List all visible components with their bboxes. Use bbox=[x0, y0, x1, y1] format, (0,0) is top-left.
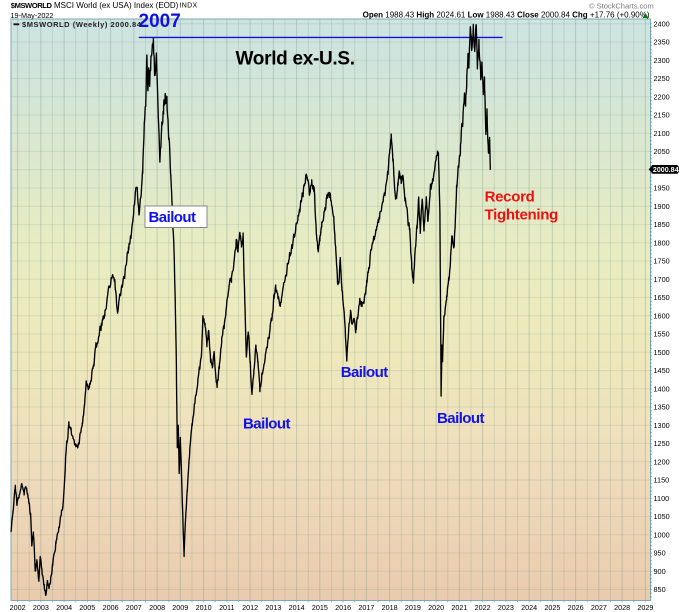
svg-text:1700: 1700 bbox=[654, 275, 670, 284]
svg-text:2004: 2004 bbox=[56, 603, 72, 612]
svg-text:2009: 2009 bbox=[172, 603, 188, 612]
svg-text:1250: 1250 bbox=[654, 439, 670, 448]
svg-text:1550: 1550 bbox=[654, 330, 670, 339]
svg-text:World ex-U.S.: World ex-U.S. bbox=[236, 48, 355, 69]
svg-text:2010: 2010 bbox=[196, 603, 212, 612]
svg-text:1750: 1750 bbox=[654, 257, 670, 266]
svg-text:2007: 2007 bbox=[126, 603, 142, 612]
svg-text:1600: 1600 bbox=[654, 311, 670, 320]
svg-text:2017: 2017 bbox=[358, 603, 374, 612]
svg-text:2026: 2026 bbox=[568, 603, 584, 612]
svg-text:2027: 2027 bbox=[591, 603, 607, 612]
svg-text:2011: 2011 bbox=[219, 603, 234, 612]
svg-text:2400: 2400 bbox=[654, 19, 670, 28]
svg-text:2003: 2003 bbox=[33, 603, 49, 612]
svg-text:1800: 1800 bbox=[654, 238, 670, 247]
svg-text:Bailout: Bailout bbox=[243, 416, 291, 433]
svg-text:1000: 1000 bbox=[654, 531, 670, 540]
svg-text:2013: 2013 bbox=[265, 603, 281, 612]
svg-text:2250: 2250 bbox=[654, 74, 670, 83]
svg-text:1500: 1500 bbox=[654, 348, 670, 357]
svg-text:2002: 2002 bbox=[10, 603, 26, 612]
svg-text:© StockCharts.com: © StockCharts.com bbox=[589, 1, 654, 10]
svg-text:1450: 1450 bbox=[654, 366, 670, 375]
svg-text:2024: 2024 bbox=[521, 603, 537, 612]
svg-text:$MSWORLD (Weekly) 2000.84: $MSWORLD (Weekly) 2000.84 bbox=[22, 20, 142, 29]
svg-text:2100: 2100 bbox=[654, 129, 670, 138]
svg-text:INDX: INDX bbox=[180, 3, 198, 10]
svg-text:Bailout: Bailout bbox=[341, 364, 389, 381]
svg-text:2028: 2028 bbox=[614, 603, 630, 612]
svg-text:Open 1988.43 High 2024.61 Low: Open 1988.43 High 2024.61 Low 1988.43 Cl… bbox=[363, 11, 650, 20]
svg-text:900: 900 bbox=[654, 567, 666, 576]
svg-text:2300: 2300 bbox=[654, 56, 670, 65]
svg-text:2350: 2350 bbox=[654, 38, 670, 47]
svg-text:2000.84: 2000.84 bbox=[653, 166, 679, 174]
svg-text:2020: 2020 bbox=[428, 603, 444, 612]
svg-text:Tightening: Tightening bbox=[485, 207, 559, 224]
svg-text:1350: 1350 bbox=[654, 403, 670, 412]
svg-text:1850: 1850 bbox=[654, 220, 670, 229]
svg-text:2150: 2150 bbox=[654, 111, 670, 120]
svg-text:2008: 2008 bbox=[149, 603, 165, 612]
svg-text:2050: 2050 bbox=[654, 147, 670, 156]
svg-text:2029: 2029 bbox=[637, 603, 653, 612]
svg-text:$MSWORLD: $MSWORLD bbox=[11, 1, 53, 10]
svg-text:2021: 2021 bbox=[451, 603, 467, 612]
svg-text:2016: 2016 bbox=[335, 603, 351, 612]
svg-text:19-May-2022: 19-May-2022 bbox=[11, 11, 54, 20]
svg-text:2023: 2023 bbox=[498, 603, 514, 612]
svg-text:2025: 2025 bbox=[544, 603, 560, 612]
svg-text:1950: 1950 bbox=[654, 184, 670, 193]
svg-text:1650: 1650 bbox=[654, 293, 670, 302]
svg-text:1400: 1400 bbox=[654, 384, 670, 393]
svg-text:2018: 2018 bbox=[382, 603, 398, 612]
svg-text:1200: 1200 bbox=[654, 457, 670, 466]
svg-text:Record: Record bbox=[485, 189, 535, 206]
svg-text:1100: 1100 bbox=[654, 494, 670, 503]
svg-text:2005: 2005 bbox=[79, 603, 95, 612]
svg-text:2007: 2007 bbox=[139, 11, 181, 32]
svg-text:2015: 2015 bbox=[312, 603, 328, 612]
svg-text:2022: 2022 bbox=[475, 603, 491, 612]
svg-text:2019: 2019 bbox=[405, 603, 421, 612]
svg-text:1900: 1900 bbox=[654, 202, 670, 211]
svg-text:950: 950 bbox=[654, 549, 666, 558]
svg-text:850: 850 bbox=[654, 585, 666, 594]
svg-text:2012: 2012 bbox=[242, 603, 258, 612]
svg-text:1050: 1050 bbox=[654, 512, 670, 521]
svg-text:2006: 2006 bbox=[103, 603, 119, 612]
svg-text:Bailout: Bailout bbox=[437, 410, 485, 427]
svg-text:MSCI World (ex USA) Index (EOD: MSCI World (ex USA) Index (EOD) bbox=[54, 1, 179, 10]
svg-text:1150: 1150 bbox=[654, 476, 670, 485]
svg-text:2014: 2014 bbox=[289, 603, 305, 612]
svg-text:Bailout: Bailout bbox=[149, 209, 197, 226]
svg-text:1300: 1300 bbox=[654, 421, 670, 430]
svg-text:2200: 2200 bbox=[654, 93, 670, 102]
